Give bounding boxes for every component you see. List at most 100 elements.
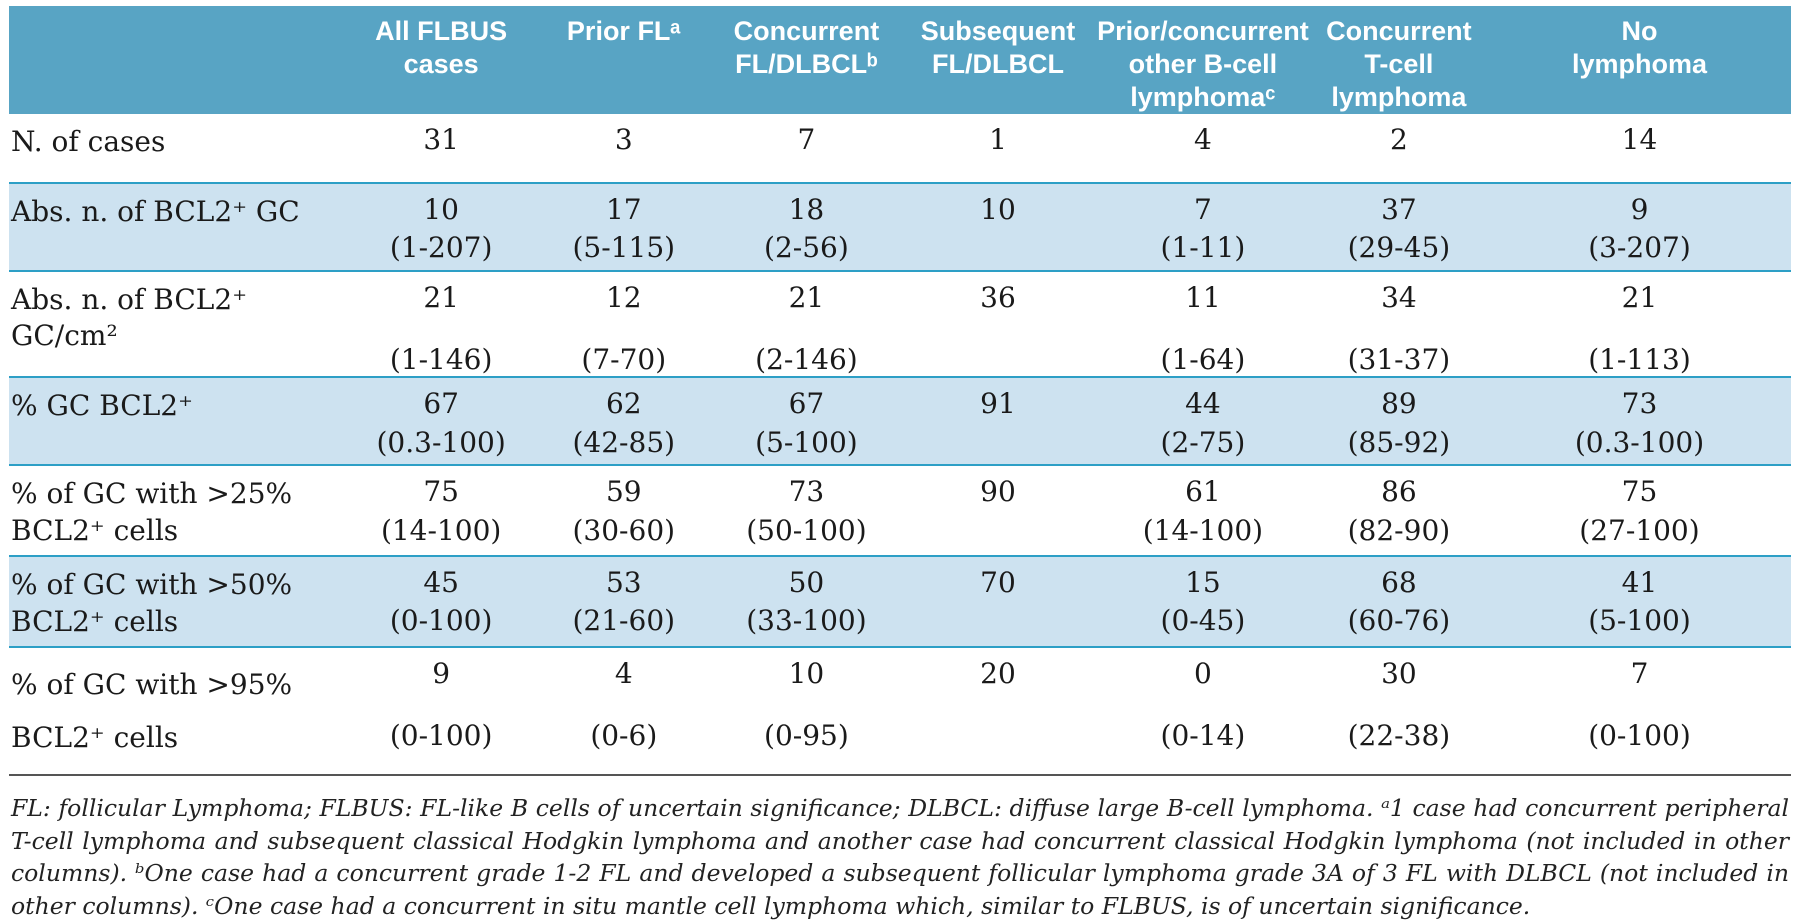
cell-value: 75 xyxy=(423,475,459,509)
row-label: Abs. n. of BCL2⁺ GC/cm² xyxy=(11,283,247,353)
table-cell: 18 (2-56) xyxy=(713,184,900,270)
table-cell: 4 (0-6) xyxy=(535,648,713,770)
cell-value: 10 xyxy=(788,656,825,690)
cell-range: (85-92) xyxy=(1347,425,1451,459)
header-concurrent-fl-dlbcl: Concurrent FL/DLBCLᵇ xyxy=(733,16,880,79)
table-cell: 61 (14-100) xyxy=(1096,466,1310,555)
cell-range: (5-100) xyxy=(755,425,858,459)
table-cell: 11 (1-64) xyxy=(1096,272,1310,376)
cell-value: 9 xyxy=(1630,193,1649,226)
row-label: % GC BCL2⁺ xyxy=(11,389,193,423)
table-cell: 10 (1-207) xyxy=(348,184,535,270)
table-header-row: All FLBUS cases Prior FLᵃ Concurrent FL/… xyxy=(9,6,1791,114)
table-row: Abs. n. of BCL2⁺ GC/cm² 21 (1-146) 12 (7… xyxy=(9,270,1791,376)
row-label: % of GC with >50% BCL2⁺ cells xyxy=(11,568,293,638)
cell-range: (0-100) xyxy=(389,604,493,638)
cell-value: 75 xyxy=(1621,475,1658,509)
cell-value: 7 xyxy=(1630,656,1649,690)
table-cell: 53 (21-60) xyxy=(535,557,713,646)
table-cell: 7 (1-11) xyxy=(1096,184,1310,270)
table-cell: 75 (14-100) xyxy=(348,466,535,555)
cell-range: (0-6) xyxy=(590,719,658,753)
row-label: N. of cases xyxy=(11,125,166,158)
cell-value: 89 xyxy=(1381,387,1417,421)
cell-value: 86 xyxy=(1381,475,1417,509)
cell-value: 9 xyxy=(432,656,451,690)
cell-value: 67 xyxy=(423,387,459,421)
cell-range: (22-38) xyxy=(1347,719,1451,753)
cell-value: 11 xyxy=(1185,281,1221,314)
row-label: Abs. n. of BCL2⁺ GC xyxy=(11,195,300,228)
header-subsequent-fl-dlbcl: Subsequent FL/DLBCL xyxy=(920,16,1076,79)
table-footnote: FL: follicular Lymphoma; FLBUS: FL-like … xyxy=(11,794,1789,920)
cell-range: (2-146) xyxy=(755,343,858,377)
table-cell: 4 xyxy=(1096,114,1310,182)
cell-range: (0-100) xyxy=(1588,719,1691,753)
cell-range: (1-64) xyxy=(1160,343,1246,377)
table-cell: 9 (3-207) xyxy=(1488,184,1791,270)
cell-range: (5-100) xyxy=(1588,604,1691,638)
header-prior-concurrent-other-bcell: Prior/concurrent other B-cell lymphomaᶜ xyxy=(1097,16,1309,112)
cell-value: 61 xyxy=(1185,475,1221,509)
cell-value: 4 xyxy=(1194,123,1212,156)
table-cell: 0 (0-14) xyxy=(1096,648,1310,770)
cell-range: (1-11) xyxy=(1160,231,1246,265)
cell-value: 7 xyxy=(1194,193,1212,226)
cell-value: 4 xyxy=(614,656,633,690)
table-cell: 75 (27-100) xyxy=(1488,466,1791,555)
cell-value: 44 xyxy=(1185,387,1221,421)
header-corner xyxy=(9,6,348,114)
table-row: % GC BCL2⁺ 67 (0.3-100) 62 (42-85) 67 (5… xyxy=(9,376,1791,465)
cell-range: (1-146) xyxy=(389,343,493,377)
table-cell: 20 xyxy=(900,648,1096,770)
table-cell: 73 (50-100) xyxy=(713,466,900,555)
cell-range: (60-76) xyxy=(1347,604,1451,638)
table-cell: 14 xyxy=(1488,114,1791,182)
cell-value: 17 xyxy=(605,193,642,226)
table-cell: 90 xyxy=(900,466,1096,555)
cell-value: 59 xyxy=(605,475,642,509)
table-cell: 30 (22-38) xyxy=(1310,648,1488,770)
table-body: N. of cases 31 3 7 1 4 2 14 xyxy=(9,114,1791,770)
cell-range: (31-37) xyxy=(1347,343,1451,377)
table-cell: 10 (0-95) xyxy=(713,648,900,770)
cell-range: (7-70) xyxy=(581,343,667,377)
cell-value: 36 xyxy=(980,281,1016,314)
cell-range: (1-207) xyxy=(389,231,493,265)
table-cell: 21 (1-113) xyxy=(1488,272,1791,376)
cell-range: (42-85) xyxy=(572,425,676,459)
cell-range: (33-100) xyxy=(746,604,867,638)
cell-value: 68 xyxy=(1381,566,1417,600)
table-row: Abs. n. of BCL2⁺ GC 10 (1-207) 17 (5-115… xyxy=(9,182,1791,270)
cell-value: 14 xyxy=(1621,123,1658,156)
cell-value: 15 xyxy=(1185,566,1221,600)
cell-value: 2 xyxy=(1390,123,1408,156)
table-cell: 21 (1-146) xyxy=(348,272,535,376)
table-cell: 50 (33-100) xyxy=(713,557,900,646)
table-row: N. of cases 31 3 7 1 4 2 14 xyxy=(9,114,1791,182)
cell-value: 10 xyxy=(980,193,1016,226)
cell-value: 50 xyxy=(788,566,825,600)
table-cell: 7 (0-100) xyxy=(1488,648,1791,770)
cell-value: 62 xyxy=(605,387,642,421)
cell-range: (82-90) xyxy=(1347,513,1451,547)
cell-value: 90 xyxy=(980,475,1016,509)
table-row: % of GC with >25% BCL2⁺ cells 75 (14-100… xyxy=(9,464,1791,555)
table-cell: 41 (5-100) xyxy=(1488,557,1791,646)
table-cell: 7 xyxy=(713,114,900,182)
table-cell: 31 xyxy=(348,114,535,182)
cell-value: 18 xyxy=(788,193,825,226)
table-cell: 3 xyxy=(535,114,713,182)
cell-value: 73 xyxy=(788,475,825,509)
table-cell: 9 (0-100) xyxy=(348,648,535,770)
table-cell: 10 xyxy=(900,184,1096,270)
header-all-flbus-cases: All FLBUS cases xyxy=(375,16,508,79)
cell-value: 0 xyxy=(1194,656,1212,690)
table-cell: 1 xyxy=(900,114,1096,182)
cell-value: 34 xyxy=(1381,281,1417,314)
table-cell: 17 (5-115) xyxy=(535,184,713,270)
cell-range: (0-45) xyxy=(1160,604,1246,638)
cell-value: 3 xyxy=(614,123,633,156)
cell-value: 37 xyxy=(1381,193,1417,226)
